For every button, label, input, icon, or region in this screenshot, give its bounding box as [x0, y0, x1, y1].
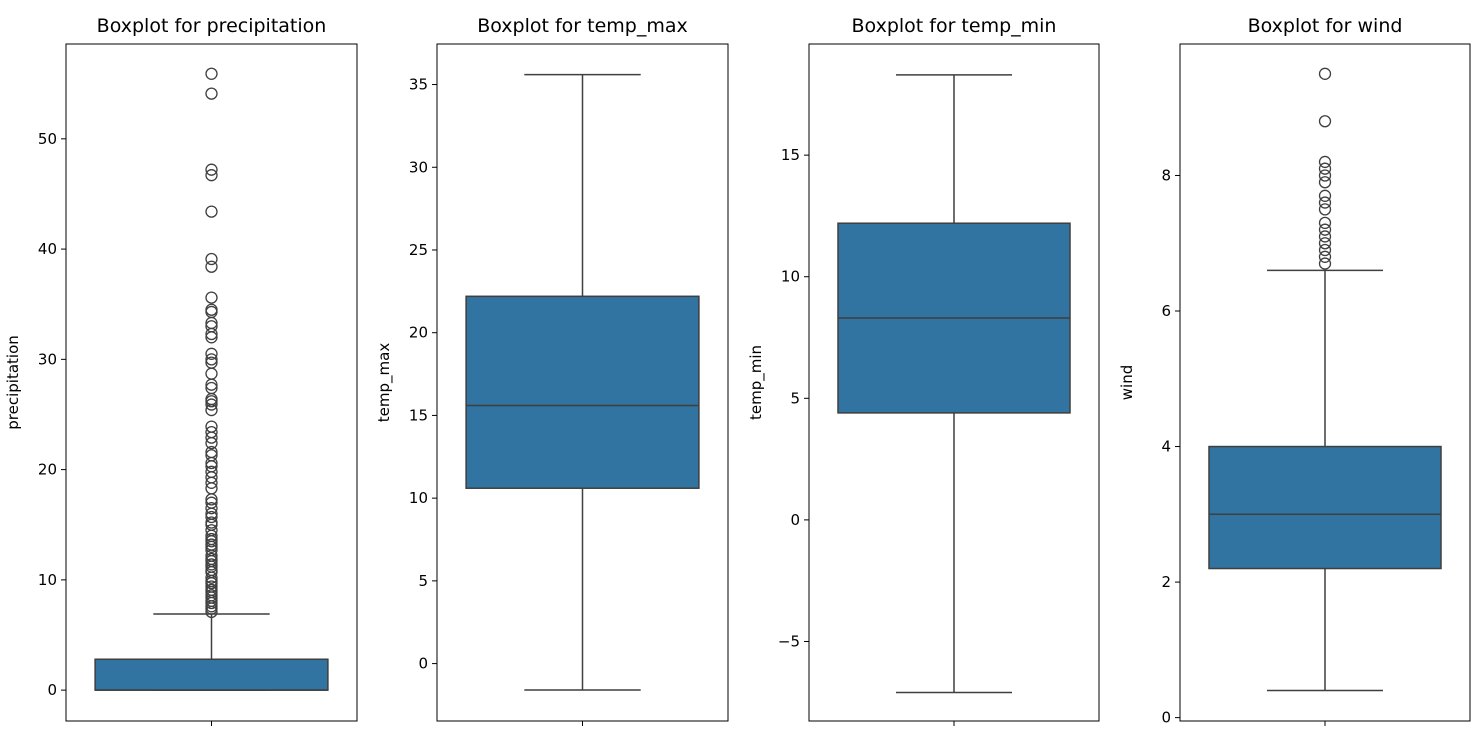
plot-frame: [1179, 43, 1471, 722]
outlier-point: [205, 353, 218, 366]
y-tick-label: 35: [409, 76, 428, 94]
boxplot-panel-0: Boxplot for precipitation precipitation 0 1…: [4, 15, 358, 726]
y-tick-label: 5: [418, 572, 428, 590]
y-tick-label: 40: [38, 240, 57, 258]
outlier-point: [1318, 196, 1332, 209]
outlier-point: [1318, 115, 1332, 128]
outlier-point: [1318, 203, 1332, 216]
outlier-point: [205, 524, 218, 537]
outlier-point: [205, 87, 218, 100]
outlier-point: [205, 252, 218, 266]
plot-frame: [808, 43, 1100, 722]
chart-title: Boxplot for temp_min: [852, 15, 1057, 37]
boxplot-panel-3: Boxplot for wind wind 0 2 4 6 8: [1118, 15, 1471, 727]
y-tick-label: 30: [38, 350, 57, 368]
y-axis-label: wind: [1118, 365, 1136, 400]
plot-frame: [436, 43, 729, 722]
y-tick-label: 10: [781, 268, 800, 286]
y-tick-label: 0: [790, 511, 800, 529]
iqr-box: [94, 658, 329, 691]
outlier-point: [205, 205, 218, 218]
y-tick-label: 20: [38, 461, 57, 479]
y-axis-label: temp_max: [375, 343, 394, 423]
outlier-point: [1318, 169, 1332, 182]
y-tick-label: 8: [1161, 166, 1171, 184]
outlier-point: [205, 420, 218, 433]
outlier-point: [205, 449, 218, 462]
outlier-point: [205, 356, 218, 369]
outlier-point: [205, 347, 218, 360]
boxplot-panel-2: Boxplot for temp_min temp_min −5 0 5 10 15: [747, 15, 1100, 726]
y-tick-label: −5: [778, 632, 800, 650]
outlier-point: [1318, 243, 1332, 257]
outlier-point: [205, 398, 218, 411]
boxplot-panel-1: Boxplot for temp_max temp_max 0 5 10 15 20 25 30…: [375, 15, 729, 726]
outlier-point: [1318, 216, 1332, 230]
y-tick-label: 5: [790, 389, 800, 407]
outlier-point: [1318, 176, 1332, 189]
outlier-point: [1318, 250, 1332, 263]
outlier-point: [205, 163, 218, 176]
chart-title: Boxplot for precipitation: [97, 15, 327, 37]
y-tick-label: 25: [409, 241, 428, 259]
iqr-box: [1208, 445, 1442, 570]
outlier-point: [205, 552, 218, 566]
outlier-point: [205, 510, 218, 524]
y-tick-label: 15: [781, 146, 800, 164]
outlier-point: [205, 425, 218, 439]
outlier-point: [205, 260, 218, 273]
outlier-point: [205, 445, 218, 459]
y-axis-label: temp_min: [747, 345, 766, 420]
chart-title: Boxplot for temp_max: [477, 15, 688, 37]
outlier-point: [205, 558, 218, 571]
outlier-point: [1318, 189, 1332, 202]
outlier-point: [1318, 237, 1332, 250]
outlier-point: [205, 496, 218, 509]
outlier-point: [1318, 162, 1332, 175]
outlier-point: [205, 465, 218, 478]
outlier-point: [205, 580, 218, 593]
outlier-point: [205, 516, 218, 529]
y-axis-label: precipitation: [4, 335, 22, 430]
y-tick-label: 2: [1161, 573, 1171, 591]
outlier-point: [205, 589, 218, 602]
y-tick-label: 4: [1161, 438, 1171, 456]
outlier-point: [205, 303, 218, 316]
outlier-point: [205, 67, 218, 80]
outlier-point: [205, 583, 218, 596]
outlier-point: [205, 538, 218, 551]
outlier-point: [205, 532, 218, 546]
outlier-point: [1318, 223, 1332, 236]
outlier-point: [205, 381, 218, 395]
outlier-point: [205, 320, 218, 333]
outlier-point: [205, 291, 218, 304]
y-tick-label: 0: [1161, 709, 1171, 727]
y-tick-label: 10: [409, 489, 428, 507]
y-tick-label: 15: [409, 406, 428, 424]
outlier-point: [1318, 230, 1332, 243]
y-tick-label: 6: [1161, 302, 1171, 320]
outlier-point: [205, 169, 218, 182]
y-tick-label: 0: [418, 655, 428, 673]
y-tick-label: 30: [409, 158, 428, 176]
y-tick-label: 50: [38, 130, 57, 148]
plot-frame: [65, 43, 358, 722]
outlier-point: [205, 502, 218, 515]
outlier-point: [1318, 257, 1332, 270]
y-tick-label: 0: [47, 681, 57, 699]
iqr-box: [465, 295, 700, 489]
y-tick-label: 10: [38, 571, 57, 589]
outlier-point: [1318, 155, 1332, 169]
outlier-point: [1318, 67, 1332, 80]
chart-title: Boxplot for wind: [1248, 15, 1403, 37]
y-tick-label: 20: [409, 324, 428, 342]
outlier-point: [205, 367, 218, 380]
